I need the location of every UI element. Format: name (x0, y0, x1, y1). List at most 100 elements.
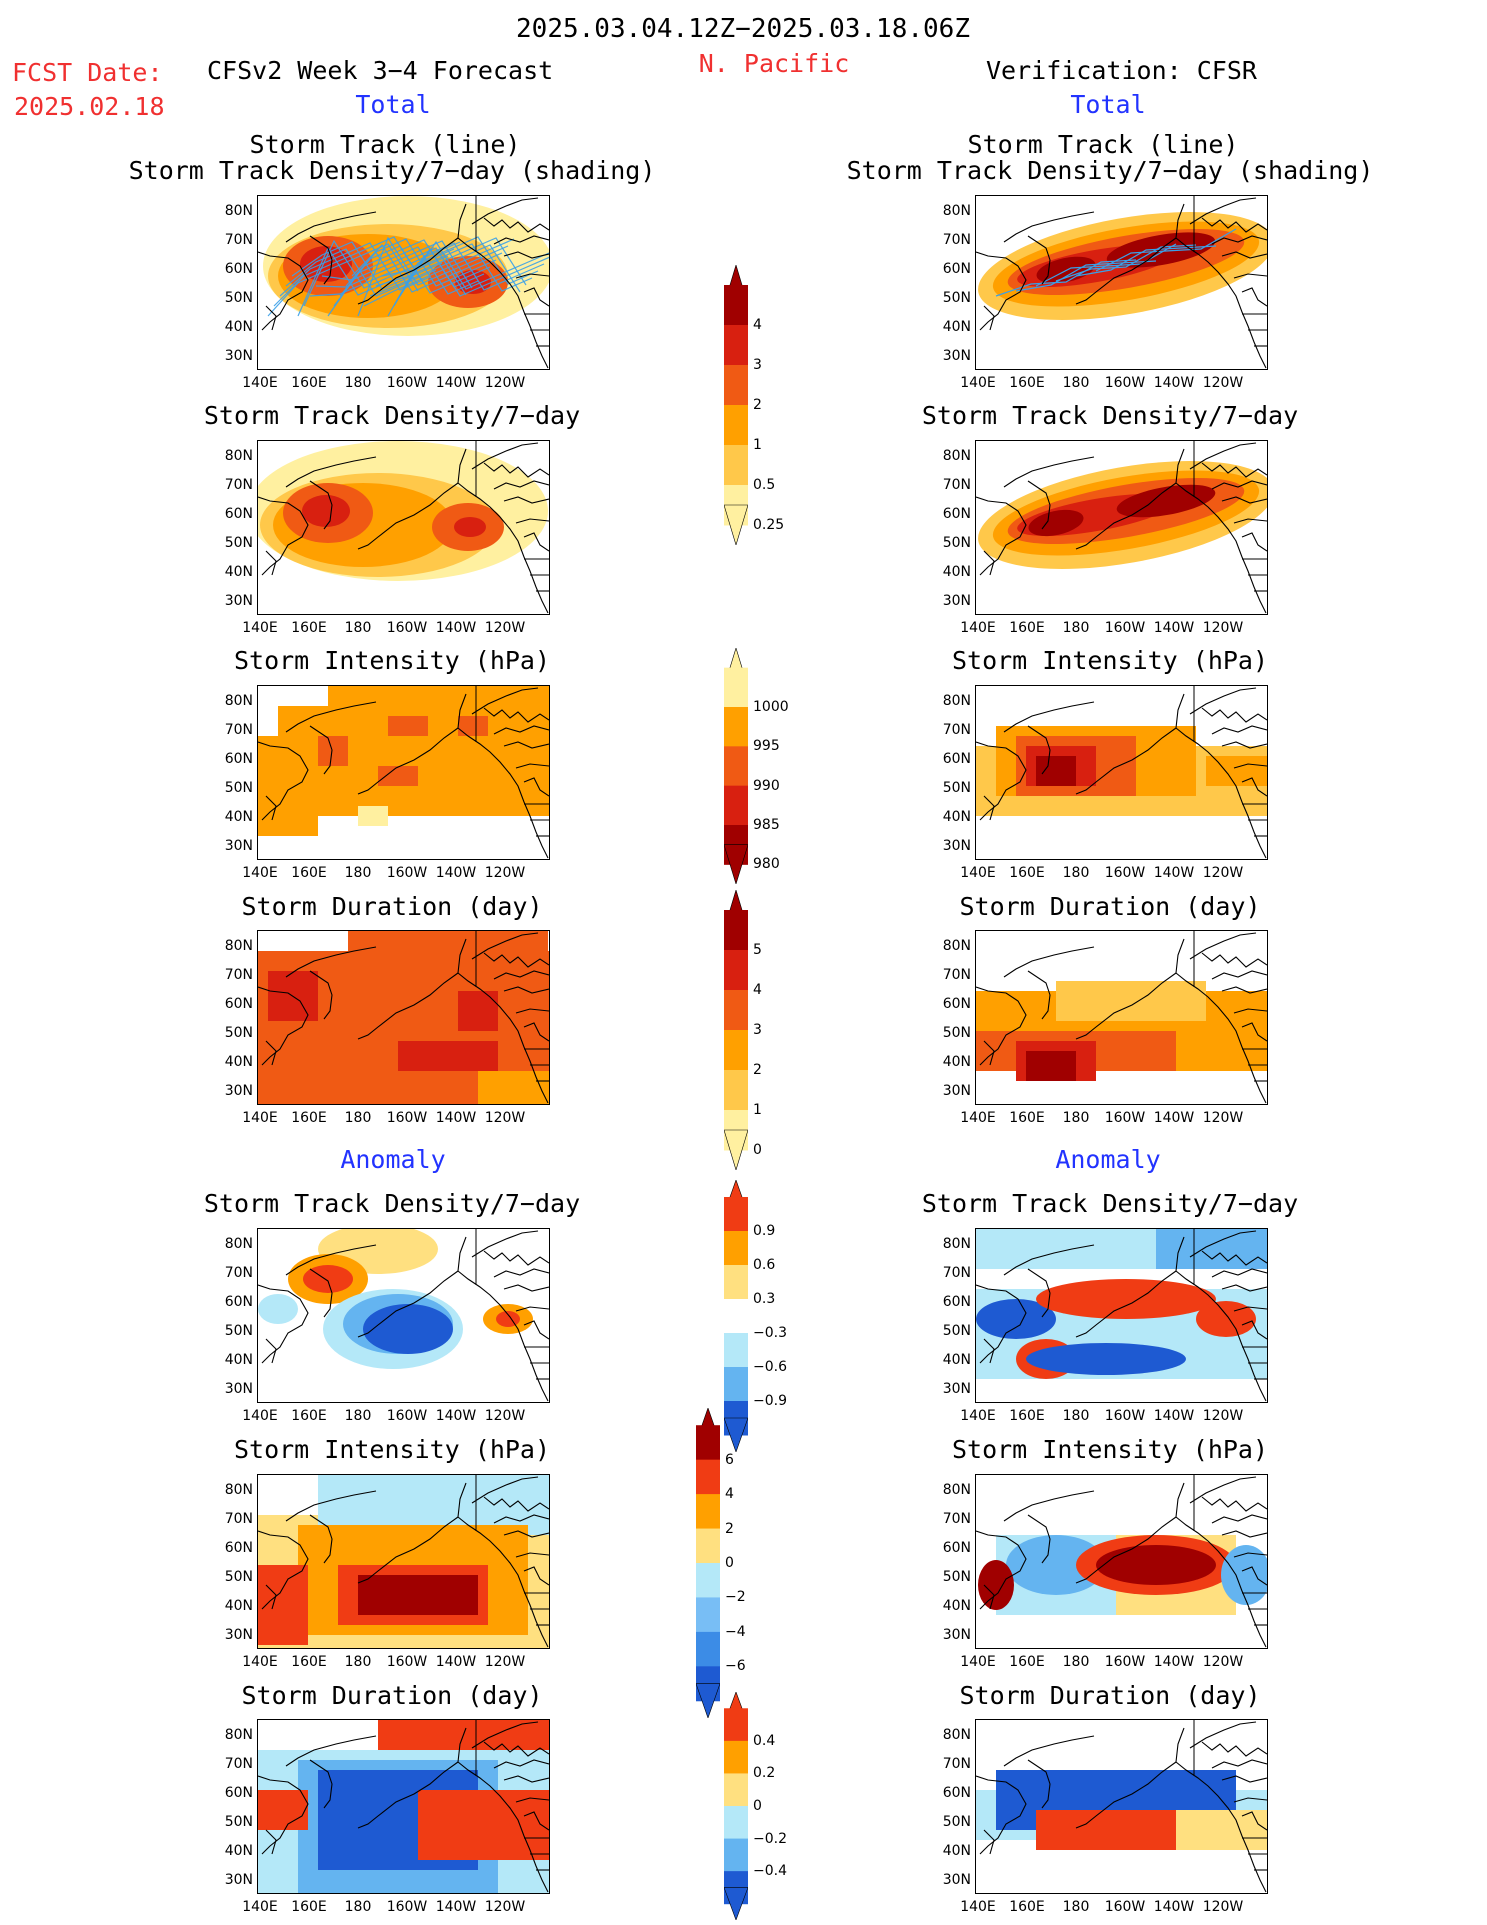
lat-tick-label: 60N (942, 996, 971, 1012)
lat-tick-label: 70N (942, 1756, 971, 1772)
lon-tick-label: 140E (242, 375, 278, 391)
lon-tick-label: 160W (386, 375, 428, 391)
date-range-title: 2025.03.04.12Z−2025.03.18.06Z (516, 14, 970, 44)
lat-tick-label: 60N (224, 751, 253, 767)
lon-tick-label: 160E (291, 1408, 327, 1424)
colorbar-tick-label: −4 (725, 1623, 746, 1640)
panel-title-duration-left: Storm Duration (day) (241, 892, 543, 921)
fcst-date-label: FCST Date: (12, 58, 163, 87)
lat-tick-label: 80N (224, 448, 253, 464)
lat-tick-label: 80N (224, 693, 253, 709)
lat-tick-label: 50N (224, 780, 253, 796)
lat-tick-label: 50N (224, 1323, 253, 1339)
region-label: N. Pacific (698, 49, 850, 78)
lat-tick-label: 40N (224, 1054, 253, 1070)
lon-tick-label: 120W (484, 375, 526, 391)
colorbar-tick-label: −0.6 (753, 1359, 787, 1375)
lat-tick-label: 60N (942, 751, 971, 767)
lon-tick-label: 120W (484, 1899, 526, 1915)
colorbar-tick-label: 1 (753, 437, 762, 453)
lat-tick-label: 80N (224, 203, 253, 219)
fcst-date-value: 2025.02.18 (14, 92, 165, 121)
colorbar-tick-label: 0.25 (753, 517, 785, 533)
total-label-right: Total (1070, 90, 1146, 119)
lat-tick-label: 80N (942, 1236, 971, 1252)
lat-tick-label: 60N (224, 1540, 253, 1556)
lon-tick-label: 160W (386, 1899, 428, 1915)
lat-tick-label: 80N (942, 1727, 971, 1743)
map-density-anomaly-forecast (257, 1228, 550, 1403)
lon-tick-label: 160W (386, 865, 428, 881)
lon-tick-label: 160W (1104, 1654, 1146, 1670)
total-label-left: Total (355, 90, 431, 119)
lon-tick-label: 140E (242, 620, 278, 636)
panel-title-duration-anom-right: Storm Duration (day) (959, 1681, 1261, 1710)
lat-tick-label: 70N (224, 722, 253, 738)
colorbar-tick-label: 4 (753, 317, 762, 333)
lat-tick-label: 60N (224, 1294, 253, 1310)
lat-tick-label: 50N (224, 290, 253, 306)
colorbar-duration-anomaly (723, 1691, 749, 1921)
panel-title-track-shading-left: Storm Track Density/7−day (shading) (128, 156, 656, 185)
colorbar-tick-label: −6 (725, 1658, 746, 1675)
lon-tick-label: 140E (242, 1654, 278, 1670)
lon-tick-label: 140W (435, 1110, 477, 1126)
lon-tick-label: 180 (1062, 620, 1090, 636)
colorbar-tick-label: 6 (725, 1451, 734, 1468)
colorbar-tick-label: 0.2 (753, 1765, 776, 1782)
lat-tick-label: 40N (942, 564, 971, 580)
lon-tick-label: 140E (242, 1899, 278, 1915)
map-duration-forecast (257, 930, 550, 1105)
colorbar-intensity-anomaly (695, 1407, 721, 1719)
lon-tick-label: 120W (484, 1408, 526, 1424)
lon-tick-label: 160W (1104, 620, 1146, 636)
lon-tick-label: 140E (242, 1408, 278, 1424)
verification-title: Verification: CFSR (986, 56, 1257, 85)
lat-tick-label: 70N (942, 1265, 971, 1281)
lon-tick-label: 180 (1062, 375, 1090, 391)
lat-tick-label: 70N (224, 1756, 253, 1772)
lon-tick-label: 140W (1153, 1899, 1195, 1915)
map-track-density-forecast (257, 440, 550, 615)
lat-tick-label: 50N (224, 535, 253, 551)
lon-tick-label: 160W (1104, 1408, 1146, 1424)
lon-tick-label: 120W (1202, 1408, 1244, 1424)
map-track-density-verification (975, 440, 1268, 615)
lat-tick-label: 40N (224, 1843, 253, 1859)
panel-title-intensity-left: Storm Intensity (hPa) (233, 646, 551, 675)
lat-tick-label: 50N (942, 780, 971, 796)
colorbar-tick-label: 985 (753, 817, 780, 833)
lat-tick-label: 60N (942, 1294, 971, 1310)
lon-tick-label: 140W (435, 375, 477, 391)
colorbar-tick-label: 2 (753, 397, 762, 413)
lon-tick-label: 120W (1202, 865, 1244, 881)
lat-tick-label: 80N (942, 203, 971, 219)
lat-tick-label: 50N (224, 1569, 253, 1585)
lon-tick-label: 140W (1153, 1654, 1195, 1670)
lon-tick-label: 120W (484, 620, 526, 636)
colorbar-tick-label: 995 (753, 738, 780, 755)
lon-tick-label: 160E (291, 620, 327, 636)
lat-tick-label: 40N (942, 1598, 971, 1614)
lon-tick-label: 140W (1153, 865, 1195, 881)
lat-tick-label: 50N (942, 290, 971, 306)
colorbar-tick-label: 4 (753, 982, 762, 998)
lon-tick-label: 120W (484, 1654, 526, 1670)
panel-title-intensity-anom-left: Storm Intensity (hPa) (233, 1435, 551, 1464)
colorbar-tick-label: −2 (725, 1589, 746, 1606)
map-intensity-forecast (257, 685, 550, 860)
lat-tick-label: 80N (942, 1482, 971, 1498)
lat-tick-label: 30N (942, 348, 971, 364)
lat-tick-label: 30N (224, 1381, 253, 1397)
colorbar-tick-label: 3 (753, 357, 762, 373)
lon-tick-label: 180 (344, 1408, 372, 1424)
lon-tick-label: 180 (1062, 1654, 1090, 1670)
lon-tick-label: 140W (435, 865, 477, 881)
panel-title-density-right: Storm Track Density/7−day (921, 401, 1299, 430)
lon-tick-label: 120W (1202, 620, 1244, 636)
lon-tick-label: 160E (1009, 1110, 1045, 1126)
colorbar-tick-label: 5 (753, 942, 762, 958)
map-track-density-line-verification (975, 195, 1268, 370)
lon-tick-label: 140E (960, 1408, 996, 1424)
lat-tick-label: 80N (224, 938, 253, 954)
